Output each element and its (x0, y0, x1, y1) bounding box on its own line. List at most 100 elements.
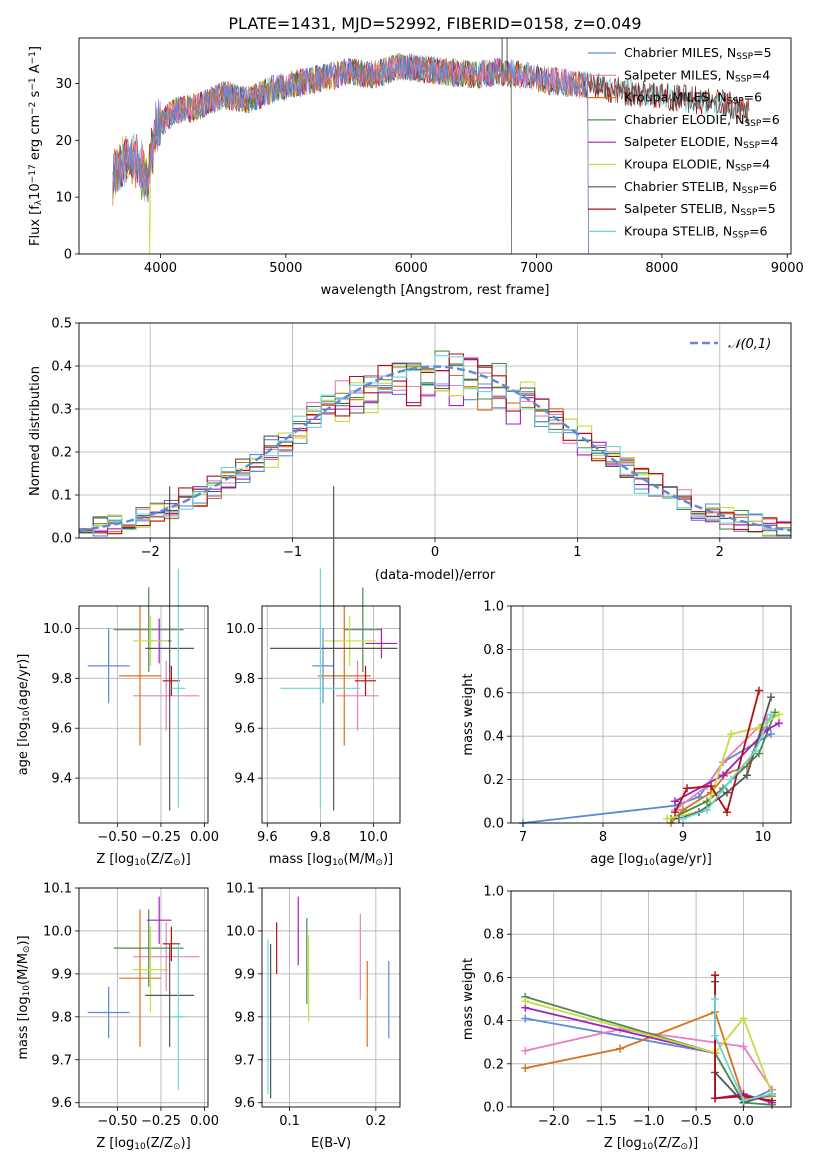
label-fragment: Z/Z (151, 852, 173, 867)
x-tick-label: −0.25 (141, 830, 181, 845)
y-tick-label: 0.4 (51, 360, 72, 375)
weight-line (524, 1000, 773, 1095)
x-axis-label: Z [log10(Z/Z⊙)] (96, 852, 190, 868)
weight-marker (775, 719, 783, 728)
spectrum-line (112, 52, 589, 254)
label-fragment: =4 (752, 67, 770, 82)
y-tick-label: 0.6 (483, 971, 504, 986)
legend-label: Kroupa ELODIE, NSSP=4 (624, 157, 770, 174)
label-fragment: Chabrier STELIB, N (624, 179, 742, 194)
x-tick-label: 10.0 (359, 830, 388, 845)
y-tick-label: 0.2 (51, 446, 72, 461)
legend-label: Salpeter MILES, NSSP=4 (624, 67, 770, 84)
y-tick-label: 0.5 (51, 317, 72, 332)
label-fragment: Kroupa MILES, N (624, 90, 727, 105)
x-axis-label: Z [log10(Z/Z⊙)] (604, 1136, 698, 1152)
label-fragment: A (28, 64, 43, 77)
y-tick-label: 9.6 (51, 722, 72, 737)
figure-title: PLATE=1431, MJD=52992, FIBERID=0158, z=0… (228, 14, 641, 33)
x-axis-label: Z [log10(Z/Z⊙)] (96, 1136, 190, 1152)
label-fragment: λ (34, 199, 44, 205)
label-fragment: )] (16, 935, 31, 945)
weight-line (682, 714, 772, 820)
mass_vs_EBV-panel: 0.1 0.2 9.6 9.7 9.8 9.9 10.0 10.1 E(B-V) (226, 882, 401, 1151)
legend-label: Kroupa STELIB, NSSP=6 (624, 223, 768, 240)
y-tick-label: 9.6 (51, 1096, 72, 1111)
weight-marker (755, 686, 763, 695)
axes-frame (78, 605, 209, 824)
label-fragment: ⊙ (375, 858, 383, 868)
label-fragment: =5 (757, 201, 775, 216)
y-axis-label: age [log10(age/yr)] (16, 654, 32, 776)
x-axis-label: E(B-V) (311, 1136, 351, 1151)
legend-label: Chabrier MILES, NSSP=5 (624, 45, 772, 62)
label-fragment: 10 (22, 985, 32, 997)
label-fragment: Kroupa ELODIE, N (624, 157, 735, 172)
x-axis-label: mass [log10(M/M⊙)] (269, 852, 393, 868)
x-tick-label: 9000 (771, 261, 804, 276)
x-tick-label: 8 (599, 830, 607, 845)
weight-line (670, 727, 764, 824)
legend-label: 𝒩(0,1) (728, 337, 771, 352)
x-tick-label: 2 (716, 545, 724, 560)
weight-marker (711, 971, 720, 980)
label-fragment: =6 (749, 223, 767, 238)
label-fragment: Z/Z (658, 1136, 680, 1151)
y-tick-label: 30 (55, 77, 72, 92)
label-fragment: SSP (740, 208, 757, 218)
label-fragment: 10 (643, 858, 655, 868)
label-fragment: −17 (28, 164, 38, 183)
age_vs_mass-panel: 9.6 9.8 10.0 9.4 9.6 9.8 10.0 mass [log10(M/M⊙)… (226, 486, 401, 868)
label-fragment: ⊙ (680, 1142, 688, 1152)
x-tick-label: 0.1 (279, 1114, 300, 1129)
label-fragment: Kroupa STELIB, N (624, 223, 732, 238)
x-tick-label: 0.00 (190, 830, 219, 845)
axes-frame (510, 605, 792, 824)
label-fragment: =6 (761, 112, 779, 127)
weight-marker (683, 784, 691, 793)
x-tick-label: −2.0 (538, 1114, 570, 1129)
x-axis-label: wavelength [Angstrom, rest frame] (321, 283, 550, 298)
label-fragment: )] (383, 852, 393, 867)
weight-marker (711, 995, 720, 1003)
label-fragment: M/M (349, 852, 376, 867)
label-fragment: =6 (759, 179, 777, 194)
label-fragment: M/M (16, 953, 31, 980)
label-fragment: SSP (735, 164, 752, 174)
label-fragment: =4 (752, 157, 770, 172)
label-fragment: ⊙ (22, 946, 32, 954)
weight-marker (679, 814, 687, 823)
weight-marker (727, 730, 735, 739)
weight-marker (521, 1014, 530, 1023)
y-tick-label: 0.0 (51, 532, 72, 547)
label-fragment: 10 (28, 183, 43, 200)
label-fragment: age/yr (16, 663, 31, 705)
weight_vs_Z-panel: −2.0 −1.5 −1.0 −0.5 0.0 0.0 0.2 0.4 0.6 0.8 1.0 Z [… (461, 885, 792, 1152)
x-tick-label: 6000 (395, 261, 428, 276)
y-tick-label: 9.8 (234, 1010, 255, 1025)
label-fragment: =6 (744, 90, 762, 105)
y-tick-label: 10.0 (226, 924, 255, 939)
y-axis-label: mass weight (461, 673, 476, 755)
y-tick-label: 0.1 (51, 489, 72, 504)
weight-marker (521, 1046, 530, 1055)
label-fragment: =4 (760, 134, 778, 149)
y-tick-label: 0.8 (483, 643, 504, 658)
label-fragment: ( (16, 980, 31, 985)
mass_vs_Z-panel: −0.50 −0.25 0.00 9.6 9.7 9.8 9.9 10.0 10.1 Z [log… (16, 882, 219, 1153)
label-fragment: SSP (736, 52, 753, 62)
label-fragment: ⊙ (173, 858, 181, 868)
spectrum-line (112, 54, 589, 254)
weight-marker (743, 771, 751, 780)
axes-frame (78, 887, 209, 1108)
weight-marker (739, 1042, 748, 1051)
y-tick-label: 0.8 (483, 928, 504, 943)
y-tick-label: 10.0 (226, 622, 255, 637)
x-tick-label: 0.0 (733, 1114, 754, 1129)
weight-marker (723, 808, 731, 817)
x-tick-label: 4000 (144, 261, 177, 276)
legend-label: Chabrier ELODIE, NSSP=6 (624, 112, 780, 129)
weight-line (714, 999, 773, 1102)
label-fragment: Flux [f (28, 205, 43, 246)
x-tick-label: −0.25 (141, 1114, 181, 1129)
